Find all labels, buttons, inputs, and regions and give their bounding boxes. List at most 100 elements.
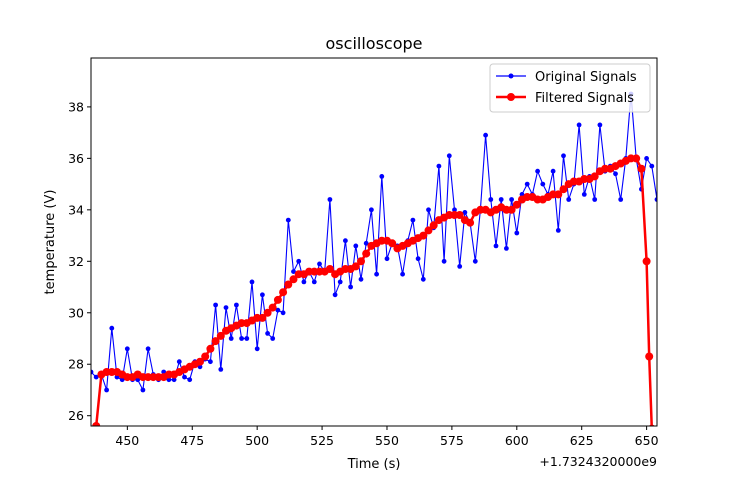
data-point-original (119, 377, 125, 383)
y-tick-label: 32 (68, 254, 84, 269)
legend-original-marker (508, 73, 514, 79)
chart-title: oscilloscope (326, 34, 423, 53)
data-point-original (161, 369, 167, 375)
data-point-original (446, 153, 452, 159)
data-point-original (135, 377, 141, 383)
y-tick-label: 28 (68, 357, 84, 372)
x-tick-label: 475 (180, 433, 204, 448)
data-point-filtered (325, 265, 334, 273)
data-point-original (197, 364, 203, 370)
y-tick-label: 36 (68, 151, 84, 166)
data-point-original (176, 359, 182, 365)
plot-area (87, 57, 658, 445)
data-point-original (244, 336, 250, 341)
data-point-original (576, 122, 582, 128)
data-point-original (374, 271, 379, 277)
data-point-filtered (206, 344, 215, 353)
data-point-original (504, 246, 509, 251)
data-point-original (644, 156, 649, 161)
data-point-original (260, 292, 265, 298)
x-tick-label: 550 (375, 433, 399, 448)
data-point-original (182, 374, 187, 380)
data-point-filtered (554, 190, 563, 199)
x-tick-label: 625 (570, 433, 594, 448)
data-point-original (218, 367, 224, 372)
data-point-original (223, 305, 229, 310)
data-point-original (166, 377, 172, 383)
data-point-original (296, 258, 302, 264)
data-point-original (109, 325, 115, 331)
data-point-original (509, 197, 514, 202)
data-point-original (234, 302, 239, 308)
data-point-filtered (351, 262, 360, 271)
data-point-filtered (263, 308, 272, 317)
data-point-original (317, 261, 322, 267)
data-point-filtered (590, 172, 599, 181)
data-point-original (488, 197, 494, 202)
data-point-original (239, 336, 245, 341)
data-point-original (493, 243, 499, 249)
data-point-filtered (429, 221, 438, 230)
data-point-original (524, 181, 530, 187)
data-point-filtered (92, 422, 101, 426)
data-point-original (249, 279, 255, 285)
data-point-original (254, 346, 260, 352)
data-point-original (228, 336, 234, 341)
data-point-filtered (642, 257, 651, 266)
legend-filtered-label: Filtered Signals (535, 91, 634, 106)
data-point-original (280, 310, 286, 316)
data-point-original (441, 258, 447, 264)
data-point-original (124, 346, 130, 352)
data-point-original (348, 284, 353, 290)
data-point-original (208, 359, 213, 365)
data-point-filtered (201, 352, 210, 361)
data-point-original (535, 168, 540, 174)
x-tick-label: 650 (635, 433, 659, 448)
data-point-original (462, 210, 468, 215)
data-point-original (384, 256, 390, 262)
data-point-filtered (362, 249, 371, 258)
data-point-original (145, 346, 151, 352)
data-point-original (358, 276, 364, 282)
data-point-filtered (419, 231, 428, 240)
data-point-filtered (512, 200, 521, 209)
data-point-filtered (216, 331, 225, 340)
x-tick-label: 500 (245, 433, 269, 448)
data-point-original (613, 171, 618, 177)
data-point-original (311, 279, 317, 285)
x-tick-label: 525 (310, 433, 334, 448)
data-point-original (561, 153, 566, 159)
x-axis: 450 475 500 525 550 575 600 625 650 (115, 426, 659, 448)
data-point-original (343, 238, 348, 244)
data-point-filtered (268, 303, 277, 312)
legend-filtered-marker (507, 93, 515, 101)
data-point-original (457, 264, 463, 269)
y-tick-label: 30 (68, 305, 84, 320)
legend-box (489, 63, 651, 113)
data-point-original (363, 240, 369, 246)
x-tick-label: 450 (115, 433, 139, 448)
data-point-original (275, 307, 281, 313)
data-point-original (566, 197, 572, 202)
data-point-original (400, 271, 405, 277)
data-point-original (410, 217, 416, 223)
data-point-filtered (424, 226, 433, 235)
data-point-original (498, 197, 504, 202)
data-point-filtered (87, 437, 95, 445)
data-point-original (285, 217, 291, 223)
data-point-original (171, 377, 177, 383)
x-tick-label: 600 (505, 433, 529, 448)
data-point-filtered (455, 211, 464, 219)
series-filtered (87, 154, 655, 445)
x-axis-label: Time (s) (347, 457, 401, 472)
y-axis: 26 28 30 32 34 36 38 (68, 99, 91, 423)
data-point-filtered (559, 185, 568, 194)
plot-frame (90, 57, 658, 427)
data-point-filtered (388, 239, 397, 248)
data-point-original (332, 292, 338, 298)
data-point-original (649, 163, 655, 169)
data-point-original (337, 279, 343, 285)
data-point-original (301, 279, 307, 285)
x-tick-label: 575 (440, 433, 464, 448)
data-point-original (353, 243, 359, 249)
